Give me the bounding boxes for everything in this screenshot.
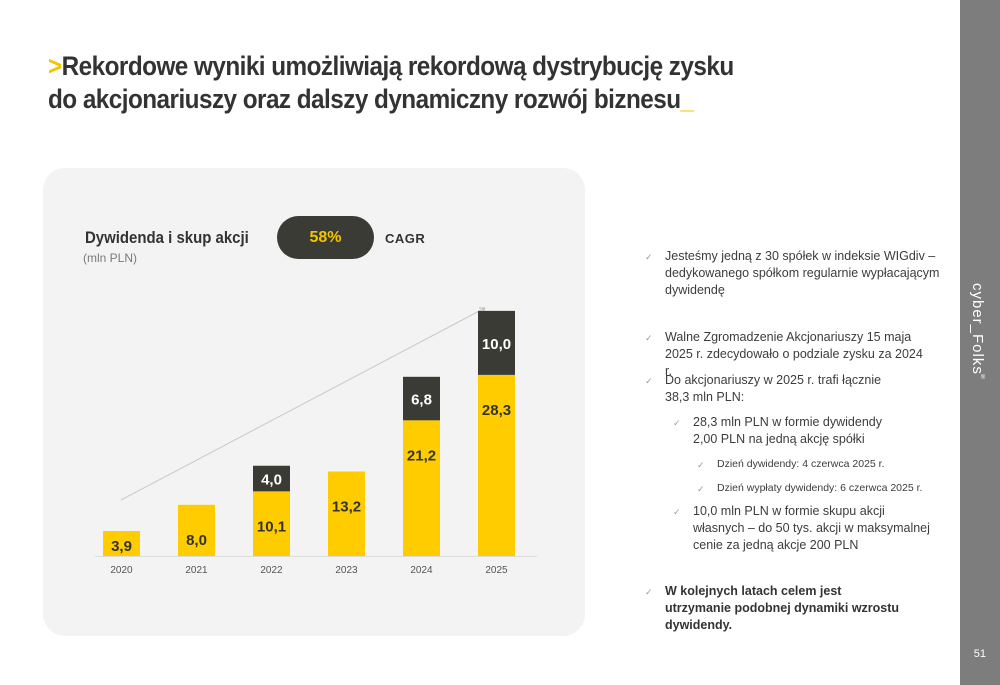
sidebar: cyber_Folks® 51 xyxy=(960,0,1000,685)
check-icon: ✓ xyxy=(673,418,681,428)
bar-dividend-2025 xyxy=(478,374,515,556)
cagr-badge: 58% xyxy=(277,216,374,259)
x-tick-label-2020: 2020 xyxy=(110,565,133,576)
bar-label-buyback-2024: 6,8 xyxy=(411,392,432,409)
title-suffix: _ xyxy=(680,84,695,114)
bullet-text: 10,0 mln PLN w formie skupu akcji własny… xyxy=(693,504,930,552)
bar-label-dividend-2024: 21,2 xyxy=(407,447,436,464)
bar-dividend-2020 xyxy=(103,531,140,556)
bullet-item: ✓ Dzień wypłaty dywidendy: 6 czerwca 2025… xyxy=(697,480,957,498)
bar-buyback-2024 xyxy=(403,376,440,421)
bar-dividend-2023 xyxy=(328,471,365,556)
bullet-text: Dzień dywidendy: 4 czerwca 2025 r. xyxy=(717,458,885,470)
brand-logo: cyber_Folks® xyxy=(969,283,986,382)
bar-dividend-2024 xyxy=(403,420,440,556)
chart-unit: (mln PLN) xyxy=(83,251,138,265)
cagr-label: CAGR xyxy=(385,231,426,246)
check-icon: ✓ xyxy=(645,333,653,343)
page-number: 51 xyxy=(973,648,986,660)
title-prefix: > xyxy=(48,51,62,81)
check-icon: ✓ xyxy=(697,460,705,470)
bar-dividend-2021 xyxy=(178,504,215,556)
title-line-2: do akcjonariuszy oraz dalszy dynamiczny … xyxy=(48,84,681,114)
bullet-item: ✓ Walne Zgromadzenie Akcjonariuszy 15 maj… xyxy=(645,329,925,380)
check-icon: ✓ xyxy=(645,587,653,597)
x-tick-label-2022: 2022 xyxy=(260,565,283,576)
chart-title: Dywidenda i skup akcji xyxy=(85,228,249,247)
page-title: >Rekordowe wyniki umożliwiają rekordową … xyxy=(48,50,840,116)
bullet-text: Do akcjonariuszy w 2025 r. trafi łącznie… xyxy=(665,373,882,404)
check-icon: ✓ xyxy=(645,252,653,262)
bar-label-dividend-2022: 10,1 xyxy=(257,518,286,535)
trademark-mark: ® xyxy=(980,374,986,382)
bullet-text: W kolejnych latach celem jest utrzymanie… xyxy=(665,584,900,632)
bullet-text: Walne Zgromadzenie Akcjonariuszy 15 maja… xyxy=(665,330,923,378)
bullet-item: ✓ W kolejnych latach celem jest utrzymani… xyxy=(645,583,910,634)
brand-name: cyber_Folks xyxy=(969,283,986,375)
trend-line xyxy=(120,307,486,501)
bullet-text: Dzień wypłaty dywidendy: 6 czerwca 2025 … xyxy=(717,482,923,494)
check-icon: ✓ xyxy=(697,484,705,494)
x-tick-label-2023: 2023 xyxy=(335,565,358,576)
bar-label-buyback-2025: 10,0 xyxy=(482,336,511,353)
bar-dividend-2022 xyxy=(253,491,290,556)
bullet-item: ✓ Do akcjonariuszy w 2025 r. trafi łączni… xyxy=(645,372,885,406)
bar-label-dividend-2023: 13,2 xyxy=(332,499,361,516)
bar-buyback-2025 xyxy=(478,310,515,375)
bar-label-dividend-2021: 8,0 xyxy=(186,532,207,549)
bullet-text: 28,3 mln PLN w formie dywidendy 2,00 PLN… xyxy=(693,415,882,446)
bar-label-dividend-2020: 3,9 xyxy=(111,538,132,555)
cagr-value: 58% xyxy=(309,228,342,246)
bullet-item: ✓ 28,3 mln PLN w formie dywidendy 2,00 PL… xyxy=(673,414,893,448)
bullet-item: ✓ Jesteśmy jedną z 30 spółek w indeksie W… xyxy=(645,248,945,299)
x-tick-label-2021: 2021 xyxy=(185,565,208,576)
bullet-item: ✓ 10,0 mln PLN w formie skupu akcji własn… xyxy=(673,503,933,554)
bar-label-dividend-2025: 28,3 xyxy=(482,402,511,419)
check-icon: ✓ xyxy=(673,507,681,517)
bar-chart: 3,9 2020 8,0 2021 10,1 4,0 2022 13,2 2023 21,2 6,8… xyxy=(95,307,537,576)
x-tick-label-2024: 2024 xyxy=(410,565,433,576)
check-icon: ✓ xyxy=(645,376,653,386)
bullet-item: ✓ Dzień dywidendy: 4 czerwca 2025 r. xyxy=(697,456,947,474)
bar-label-buyback-2022: 4,0 xyxy=(261,472,282,489)
bar-buyback-2022 xyxy=(253,465,290,492)
bullet-text: Jesteśmy jedną z 30 spółek w indeksie WI… xyxy=(665,249,940,297)
title-line-1: Rekordowe wyniki umożliwiają rekordową d… xyxy=(61,51,735,81)
chart-card: Dywidenda i skup akcji (mln PLN) 58% CAG… xyxy=(43,168,585,636)
x-tick-label-2025: 2025 xyxy=(485,565,508,576)
